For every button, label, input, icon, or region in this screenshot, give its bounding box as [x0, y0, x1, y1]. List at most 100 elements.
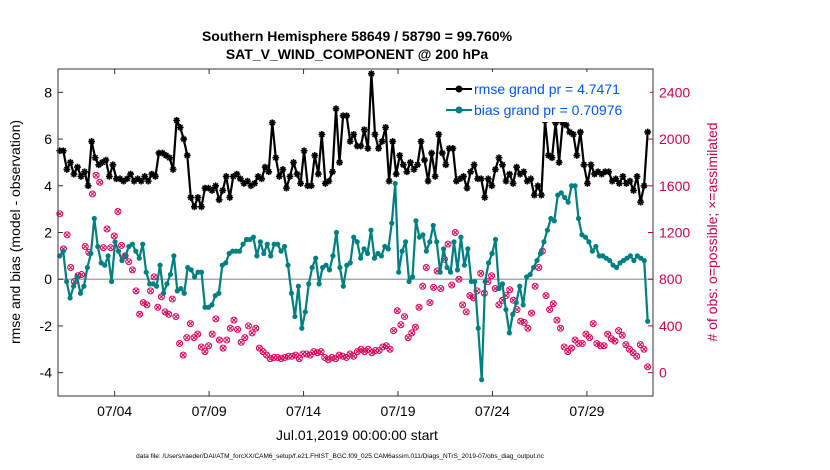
obs-assimilated-point [543, 293, 549, 299]
obs-assimilated-point [452, 230, 458, 235]
rmse-point [612, 175, 620, 183]
bias-point [313, 255, 319, 261]
bias-point [278, 248, 284, 254]
obs-assimilated-point [387, 346, 393, 352]
rmse-point [254, 173, 262, 180]
obs-possible-point [567, 344, 575, 352]
obs-assimilated-point [180, 352, 186, 358]
bias-point [361, 246, 367, 252]
rmse-point [166, 154, 173, 162]
bias-point [216, 290, 222, 296]
obs-assimilated-point [576, 340, 582, 346]
obs-assimilated-point [195, 331, 201, 337]
obs-possible-point [430, 283, 438, 291]
obs-assimilated-point [398, 322, 404, 328]
obs-possible-point [56, 210, 64, 218]
obs-assimilated-point [198, 344, 204, 350]
obs-assimilated-point [82, 244, 88, 249]
rmse-point [226, 194, 234, 201]
obs-assimilated-point [521, 319, 527, 325]
bias-point [268, 253, 274, 259]
obs-assimilated-point [427, 300, 433, 306]
obs-assimilated-point [231, 317, 237, 323]
obs-possible-point [205, 342, 213, 350]
obs-assimilated-point [405, 335, 411, 341]
rmse-point [435, 131, 443, 138]
bias-point [465, 246, 471, 252]
obs-assimilated-point [333, 356, 339, 362]
obs-assimilated-point [373, 348, 378, 353]
obs-possible-point [640, 345, 648, 353]
obs-possible-point [622, 341, 630, 349]
rmse-point [424, 177, 432, 185]
bias-point [70, 283, 77, 289]
obs-assimilated-point [362, 349, 368, 355]
bias-point [133, 248, 139, 254]
obs-possible-point [386, 345, 394, 353]
obs-assimilated-point [376, 348, 382, 353]
y-left-tick-label: 6 [44, 131, 52, 147]
obs-assimilated-point [601, 343, 607, 349]
bias-point [479, 377, 485, 383]
obs-possible-point [415, 303, 423, 311]
obs-possible-point [252, 324, 260, 332]
obs-possible-point [422, 264, 430, 272]
bias-point [472, 278, 478, 285]
chart-subtitle: SAT_V_WIND_COMPONENT @ 200 hPa [226, 46, 489, 62]
bias-point [261, 250, 267, 257]
obs-assimilated-point [184, 335, 190, 341]
rmse-point [516, 170, 524, 178]
obs-possible-point [546, 306, 554, 314]
obs-possible-point [117, 241, 125, 249]
obs-possible-point [161, 308, 169, 316]
obs-possible-point [455, 275, 463, 283]
bias-point [461, 262, 467, 268]
obs-assimilated-point [587, 335, 593, 341]
rmse-point [414, 161, 421, 169]
obs-assimilated-point [558, 325, 563, 331]
bias-point [420, 232, 426, 238]
rmse-point [141, 173, 149, 180]
rmse-point [233, 170, 241, 178]
rmse-point [113, 175, 120, 183]
bias-point [295, 283, 301, 289]
obs-possible-point [633, 352, 641, 360]
bias-point [503, 306, 509, 313]
rmse-point [286, 173, 294, 180]
legend: rmse grand pr = 4.7471 bias grand pr = 0… [442, 72, 650, 122]
obs-possible-point [324, 356, 332, 364]
obs-possible-point [444, 240, 452, 248]
obs-assimilated-point [507, 287, 513, 293]
obs-possible-point [197, 343, 205, 351]
obs-assimilated-point [224, 337, 230, 343]
obs-possible-point [557, 324, 565, 332]
rmse-point [300, 147, 308, 155]
bias-point [74, 274, 80, 280]
obs-assimilated-point [64, 232, 70, 238]
bias-point [496, 285, 502, 292]
obs-assimilated-point [275, 355, 280, 360]
bias-point [309, 264, 315, 271]
bias-point [77, 290, 84, 296]
bias-point [171, 253, 177, 259]
rmse-point [371, 131, 379, 138]
obs-assimilated-point [126, 259, 132, 265]
rmse-point [555, 159, 563, 166]
obs-assimilated-point [608, 336, 614, 342]
y-left-tick-label: 0 [44, 271, 52, 287]
obs-possible-point [110, 232, 118, 240]
obs-possible-point [92, 171, 100, 179]
obs-assimilated-point [267, 356, 273, 362]
bias-point [364, 250, 371, 257]
obs-assimilated-point [155, 304, 161, 310]
bias-point [534, 257, 540, 264]
bias-point [326, 267, 333, 273]
obs-possible-point [459, 301, 467, 309]
obs-assimilated-point [264, 352, 270, 358]
rmse-point [325, 177, 333, 185]
rmse-point [615, 180, 623, 187]
obs-assimilated-point [187, 321, 193, 327]
bias-point [551, 218, 557, 224]
rmse-point [268, 119, 276, 127]
rmse-point [70, 170, 78, 178]
